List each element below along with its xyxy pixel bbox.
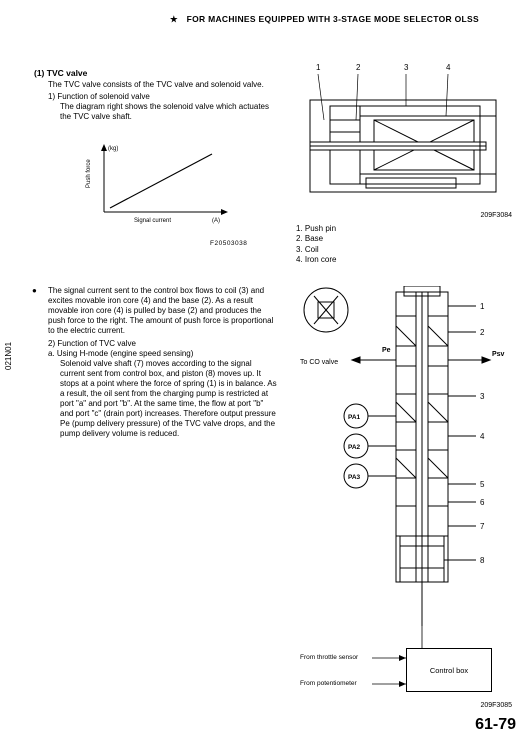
side-doc-code: 021N01 xyxy=(4,342,13,370)
star-icon: ★ xyxy=(170,14,178,24)
section-2-sub-a: a. Using H-mode (engine speed sensing) xyxy=(48,349,278,359)
bullet-icon: ● xyxy=(32,286,37,296)
pa2-label: PA2 xyxy=(348,444,361,451)
fig1-callout-2: 2 xyxy=(356,63,361,72)
fig2-c1: 1 xyxy=(480,302,485,311)
fig2-c3: 3 xyxy=(480,392,485,401)
fig2-c4: 4 xyxy=(480,432,485,441)
figure1-legend: 1. Push pin 2. Base 3. Coil 4. Iron core xyxy=(296,224,336,266)
figure2-code: 209F3085 xyxy=(480,702,512,709)
section-1-line1: The TVC valve consists of the TVC valve … xyxy=(48,80,278,90)
section-1-heading: (1) TVC valve xyxy=(34,68,278,78)
control-box-label: Control box xyxy=(430,666,468,675)
section-1: (1) TVC valve The TVC valve consists of … xyxy=(34,68,278,122)
control-box: Control box xyxy=(406,648,492,692)
fig1-callout-4: 4 xyxy=(446,63,451,72)
figure-solenoid-valve: 1 2 3 4 xyxy=(296,60,512,208)
section-1-line2: 1) Function of solenoid valve xyxy=(48,92,278,101)
chart-x-label: Signal current xyxy=(134,218,171,224)
section-2-sub: 2) Function of TVC valve xyxy=(48,339,278,349)
fig2-c7: 7 xyxy=(480,522,485,531)
chart-caption-code: F20503038 xyxy=(210,240,247,247)
page-number: 61-79 xyxy=(475,716,516,734)
chart-y-label: Push force xyxy=(86,159,92,188)
pe-label: Pe xyxy=(382,347,391,354)
push-force-chart: (kg) Push force Signal current (A) xyxy=(84,140,244,230)
to-co-valve-label: To CO valve xyxy=(300,359,338,366)
section-2-body: The signal current sent to the control b… xyxy=(48,286,278,336)
pa3-label: PA3 xyxy=(348,474,361,481)
header-title: FOR MACHINES EQUIPPED WITH 3-STAGE MODE … xyxy=(187,14,479,24)
figure-tvc-valve: To CO valve Pe Psv PA1 PA2 PA3 1 2 3 4 5… xyxy=(296,286,512,630)
chart-y-unit: (kg) xyxy=(108,146,118,152)
figure1-code: 209F3084 xyxy=(480,212,512,219)
fig1-callout-3: 3 xyxy=(404,63,409,72)
legend-item-1: 1. Push pin xyxy=(296,224,336,234)
psv-label: Psv xyxy=(492,351,505,358)
legend-item-3: 3. Coil xyxy=(296,245,336,255)
fig2-c8: 8 xyxy=(480,556,485,565)
pa1-label: PA1 xyxy=(348,414,361,421)
fig2-c6: 6 xyxy=(480,498,485,507)
page-header: ★ FOR MACHINES EQUIPPED WITH 3-STAGE MOD… xyxy=(170,14,479,25)
fig1-callout-1: 1 xyxy=(316,63,321,72)
section-2: ● The signal current sent to the control… xyxy=(34,286,278,439)
fig2-c5: 5 xyxy=(480,480,485,489)
fig2-c2: 2 xyxy=(480,328,485,337)
section-2-sub-body: Solenoid valve shaft (7) moves according… xyxy=(60,359,278,439)
chart-x-unit: (A) xyxy=(212,218,220,224)
legend-item-2: 2. Base xyxy=(296,234,336,244)
section-1-line3: The diagram right shows the solenoid val… xyxy=(60,102,278,122)
legend-item-4: 4. Iron core xyxy=(296,255,336,265)
